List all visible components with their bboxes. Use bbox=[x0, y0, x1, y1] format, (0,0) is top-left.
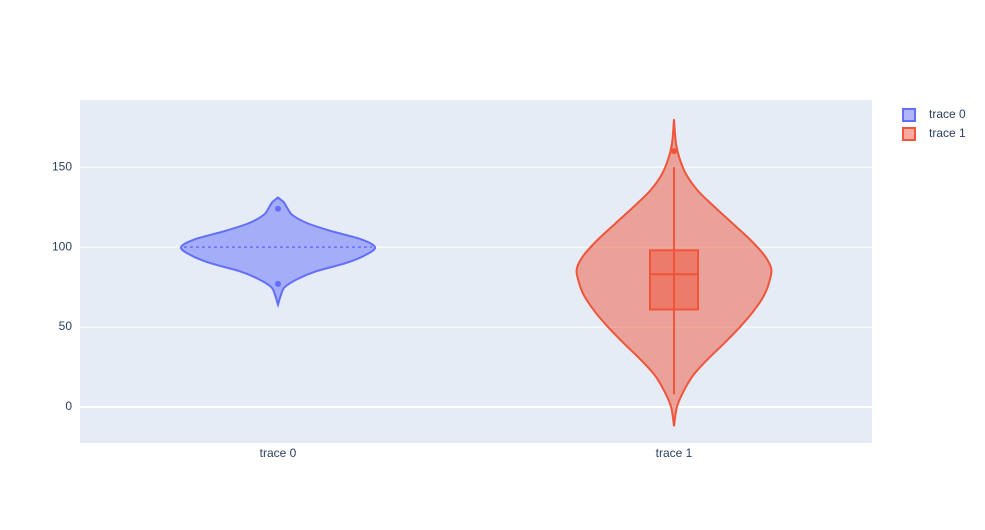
y-tick-label: 100 bbox=[52, 239, 72, 253]
x-tick-label: trace 1 bbox=[656, 446, 693, 460]
box bbox=[649, 249, 699, 311]
x-tick-label: trace 0 bbox=[260, 446, 297, 460]
legend-swatch[interactable] bbox=[902, 108, 916, 122]
outlier-point bbox=[275, 205, 281, 212]
violin bbox=[179, 196, 377, 309]
y-tick-label: 150 bbox=[52, 159, 72, 173]
y-tick-label: 50 bbox=[59, 319, 73, 333]
y-tick-label: 0 bbox=[65, 399, 72, 413]
outlier-point bbox=[671, 148, 677, 155]
outlier-point bbox=[275, 280, 281, 287]
legend-label[interactable]: trace 0 bbox=[929, 107, 966, 121]
legend-label[interactable]: trace 1 bbox=[929, 126, 966, 140]
legend-swatch[interactable] bbox=[902, 127, 916, 141]
